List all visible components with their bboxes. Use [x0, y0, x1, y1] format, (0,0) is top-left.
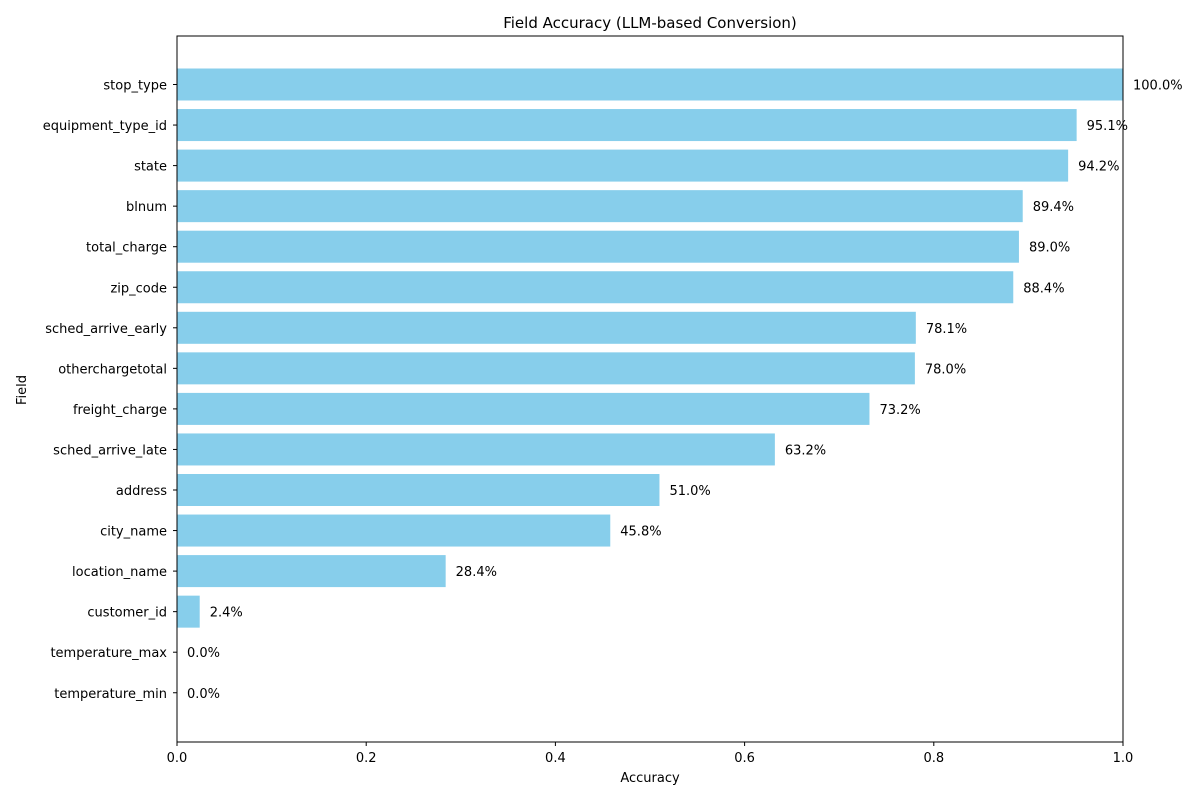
- y-tick-label-sched_arrive_early: sched_arrive_early: [45, 322, 167, 337]
- y-tick-label-otherchargetotal: otherchargetotal: [58, 362, 167, 377]
- bar-location_name: [177, 555, 446, 588]
- x-tick-label: 0.6: [734, 751, 755, 766]
- value-label-sched_arrive_late: 63.2%: [785, 443, 826, 458]
- value-label-temperature_max: 0.0%: [187, 646, 220, 661]
- bar-address: [177, 474, 660, 506]
- y-axis-label: Field: [15, 375, 30, 405]
- value-label-stop_type: 100.0%: [1133, 79, 1183, 94]
- y-tick-label-equipment_type_id: equipment_type_id: [43, 119, 167, 134]
- y-tick-label-zip_code: zip_code: [110, 281, 167, 296]
- y-tick-label-stop_type: stop_type: [103, 79, 167, 94]
- bar-total_charge: [177, 230, 1019, 263]
- value-label-customer_id: 2.4%: [210, 606, 243, 621]
- x-tick-label: 0.0: [167, 751, 188, 766]
- y-tick-label-freight_charge: freight_charge: [73, 403, 167, 418]
- bar-freight_charge: [177, 392, 870, 425]
- value-label-address: 51.0%: [669, 484, 710, 499]
- plot-frame: [176, 35, 1124, 743]
- y-tick-label-customer_id: customer_id: [87, 606, 167, 621]
- value-label-total_charge: 89.0%: [1029, 241, 1070, 256]
- bar-city_name: [177, 514, 611, 547]
- value-label-otherchargetotal: 78.0%: [925, 362, 966, 377]
- bars-group: [177, 68, 1123, 628]
- x-tick-label: 0.4: [545, 751, 566, 766]
- bar-otherchargetotal: [177, 352, 915, 385]
- bar-zip_code: [177, 271, 1014, 304]
- y-tick-label-state: state: [134, 160, 167, 175]
- y-tick-label-blnum: blnum: [126, 200, 167, 215]
- bar-sched_arrive_late: [177, 433, 775, 466]
- value-label-zip_code: 88.4%: [1023, 281, 1064, 296]
- value-label-freight_charge: 73.2%: [879, 403, 920, 418]
- value-label-state: 94.2%: [1078, 160, 1119, 175]
- y-tick-label-city_name: city_name: [100, 525, 167, 540]
- y-tick-label-temperature_max: temperature_max: [50, 646, 167, 661]
- y-tick-label-location_name: location_name: [72, 565, 167, 580]
- value-label-city_name: 45.8%: [620, 525, 661, 540]
- bar-blnum: [177, 190, 1023, 223]
- x-tick-label: 0.8: [923, 751, 944, 766]
- x-axis-ticks: 0.0 0.2 0.4 0.6 0.8 1.0: [167, 742, 1134, 766]
- bar-stop_type: [177, 68, 1123, 101]
- value-label-equipment_type_id: 95.1%: [1087, 119, 1128, 134]
- y-tick-label-address: address: [116, 484, 167, 499]
- value-labels-group: 100.0% 95.1% 94.2% 89.4% 89.0% 88.4% 78.1% 78.0…: [187, 79, 1183, 702]
- x-axis-label: Accuracy: [620, 771, 680, 786]
- y-tick-label-total_charge: total_charge: [86, 241, 167, 256]
- value-label-location_name: 28.4%: [456, 565, 497, 580]
- bar-sched_arrive_early: [177, 311, 916, 344]
- x-tick-label: 0.2: [356, 751, 377, 766]
- value-label-temperature_min: 0.0%: [187, 687, 220, 702]
- y-tick-label-sched_arrive_late: sched_arrive_late: [53, 443, 167, 458]
- bar-equipment_type_id: [177, 109, 1077, 142]
- value-label-sched_arrive_early: 78.1%: [926, 322, 967, 337]
- value-label-blnum: 89.4%: [1033, 200, 1074, 215]
- x-tick-label: 1.0: [1113, 751, 1134, 766]
- bar-state: [177, 149, 1069, 182]
- bar-customer_id: [177, 595, 200, 628]
- y-tick-label-temperature_min: temperature_min: [54, 687, 167, 702]
- chart-title: Field Accuracy (LLM-based Conversion): [503, 14, 797, 32]
